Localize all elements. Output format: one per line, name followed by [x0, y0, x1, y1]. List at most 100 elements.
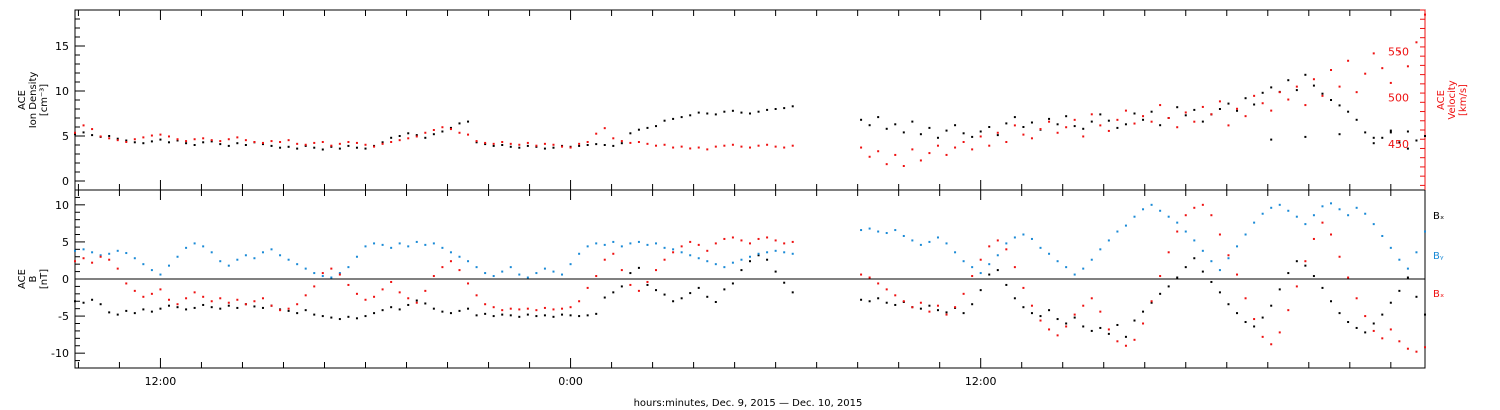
plasma-velocity-point: [535, 144, 538, 147]
plasma-density-point: [543, 147, 546, 150]
magnetic-bz-point: [902, 300, 905, 303]
magnetic-bz-point: [270, 304, 273, 307]
plasma-velocity-point: [82, 124, 85, 127]
magnetic-bx-point: [1124, 335, 1127, 338]
magnetic-by-point: [885, 232, 888, 235]
plasma-density-point: [757, 110, 760, 113]
plasma-velocity-point: [484, 141, 487, 144]
plasma-density-point: [535, 145, 538, 148]
magnetic-bz-point: [936, 304, 939, 307]
plasma-velocity-point: [1347, 59, 1350, 62]
magnetic-by-point: [108, 252, 111, 255]
magnetic-bx-point: [595, 312, 598, 315]
magnetic-by-point: [1218, 269, 1221, 272]
magnetic-by-point: [1022, 233, 1025, 236]
magnetic-bz-point: [185, 297, 188, 300]
magnetic-bz-point: [962, 292, 965, 295]
x-axis-title: hours:minutes, Dec. 9, 2015 — Dec. 10, 2…: [634, 398, 863, 409]
magnetic-by-point: [185, 246, 188, 249]
magnetic-bx-point: [561, 313, 564, 316]
magnetic-bx-point: [774, 270, 777, 273]
plasma-density-point: [415, 134, 418, 137]
magnetic-bz-point: [347, 283, 350, 286]
plasma-velocity-point: [1364, 72, 1367, 75]
magnetic-bx-point: [1312, 275, 1315, 278]
label-layer: 0 5 10 15 450 500 550 -10 -5 0 5 10 12:00 0:00 12:00 AC…: [17, 40, 1469, 388]
magnetic-bz-point: [261, 297, 264, 300]
plasma-density-point: [860, 118, 863, 121]
plasma-density-point: [1424, 135, 1426, 137]
magnetic-bz-point: [996, 239, 999, 242]
plasma-velocity-point: [603, 127, 606, 130]
magnetic-by-point: [373, 242, 376, 245]
magnetic-by-point: [1005, 242, 1008, 245]
magnetic-bx-point: [962, 312, 965, 315]
x-tick-label: 12:00: [145, 375, 177, 388]
magnetic-bz-point: [1210, 214, 1213, 217]
magnetic-bz-point: [620, 269, 623, 272]
plasma-velocity-point: [381, 142, 384, 145]
plasma-density-point: [1150, 110, 1153, 113]
magnetic-by-point: [99, 254, 102, 257]
magnetic-bx-point: [492, 315, 495, 318]
plasma-density-point: [945, 129, 948, 132]
plasma-density-point: [637, 128, 640, 131]
plasma-velocity-point: [441, 126, 444, 129]
magnetic-bz-point: [279, 309, 282, 312]
plasma-density-point: [979, 130, 982, 133]
x-tick-label: 0:00: [558, 375, 583, 388]
magnetic-bz-point: [1287, 309, 1290, 312]
magnetic-bx-point: [697, 286, 700, 289]
plasma-velocity-point: [1107, 129, 1110, 132]
magnetic-bz-point: [159, 288, 162, 291]
magnetic-by-point: [646, 243, 649, 246]
magnetic-bx-point: [1184, 266, 1187, 269]
magnetic-bx-point: [1193, 257, 1196, 260]
magnetic-bz-point: [1355, 297, 1358, 300]
magnetic-by-point: [723, 266, 726, 269]
plasma-velocity-point: [91, 128, 94, 131]
magnetic-bz-point: [1398, 340, 1401, 343]
magnetic-bz-point: [219, 297, 222, 300]
magnetic-by-point: [919, 243, 922, 246]
plasma-density-point: [1381, 136, 1384, 139]
b-tick-label: -10: [51, 347, 69, 360]
magnetic-bz-point: [253, 300, 256, 303]
plasma-velocity-point: [1201, 105, 1204, 108]
velocity-axis-title-line: [km/s]: [1458, 84, 1469, 116]
magnetic-bx-point: [586, 314, 589, 317]
plasma-density-point: [868, 124, 871, 127]
magnetic-bx-point: [535, 315, 538, 318]
magnetic-by-point: [902, 234, 905, 237]
magnetic-by-point: [210, 251, 213, 254]
plasma-velocity-point: [287, 139, 290, 142]
magnetic-by-point: [296, 263, 299, 266]
plasma-velocity-point: [150, 134, 153, 137]
plasma-density-point: [338, 147, 341, 150]
plasma-density-point: [1073, 125, 1076, 128]
plasma-velocity-point: [210, 139, 213, 142]
magnetic-by-point: [936, 236, 939, 239]
magnetic-by-point: [261, 251, 264, 254]
plasma-velocity-point: [509, 142, 512, 145]
magnetic-bz-point: [210, 300, 213, 303]
magnetic-bz-point: [518, 308, 521, 311]
magnetic-bx-point: [1253, 325, 1256, 328]
magnetic-by-point: [330, 276, 333, 279]
magnetic-bx-point: [1372, 322, 1375, 325]
plasma-velocity-point: [1073, 118, 1076, 121]
plasma-density-point: [971, 135, 974, 138]
magnetic-bz-point: [1424, 346, 1426, 349]
magnetic-by-point: [979, 272, 982, 275]
plasma-velocity-point: [868, 155, 871, 158]
plasma-velocity-point: [219, 140, 222, 143]
plasma-velocity-point: [979, 135, 982, 138]
magnetic-bz-point: [706, 249, 709, 252]
magnetic-bx-point: [1048, 309, 1051, 312]
plasma-velocity-point: [330, 144, 333, 147]
plasma-density-point: [1013, 116, 1016, 119]
density-tick-label: 0: [62, 175, 69, 188]
plasma-velocity-point: [936, 144, 939, 147]
magnetic-bx-point: [689, 292, 692, 295]
magnetic-bx-point: [142, 308, 145, 311]
